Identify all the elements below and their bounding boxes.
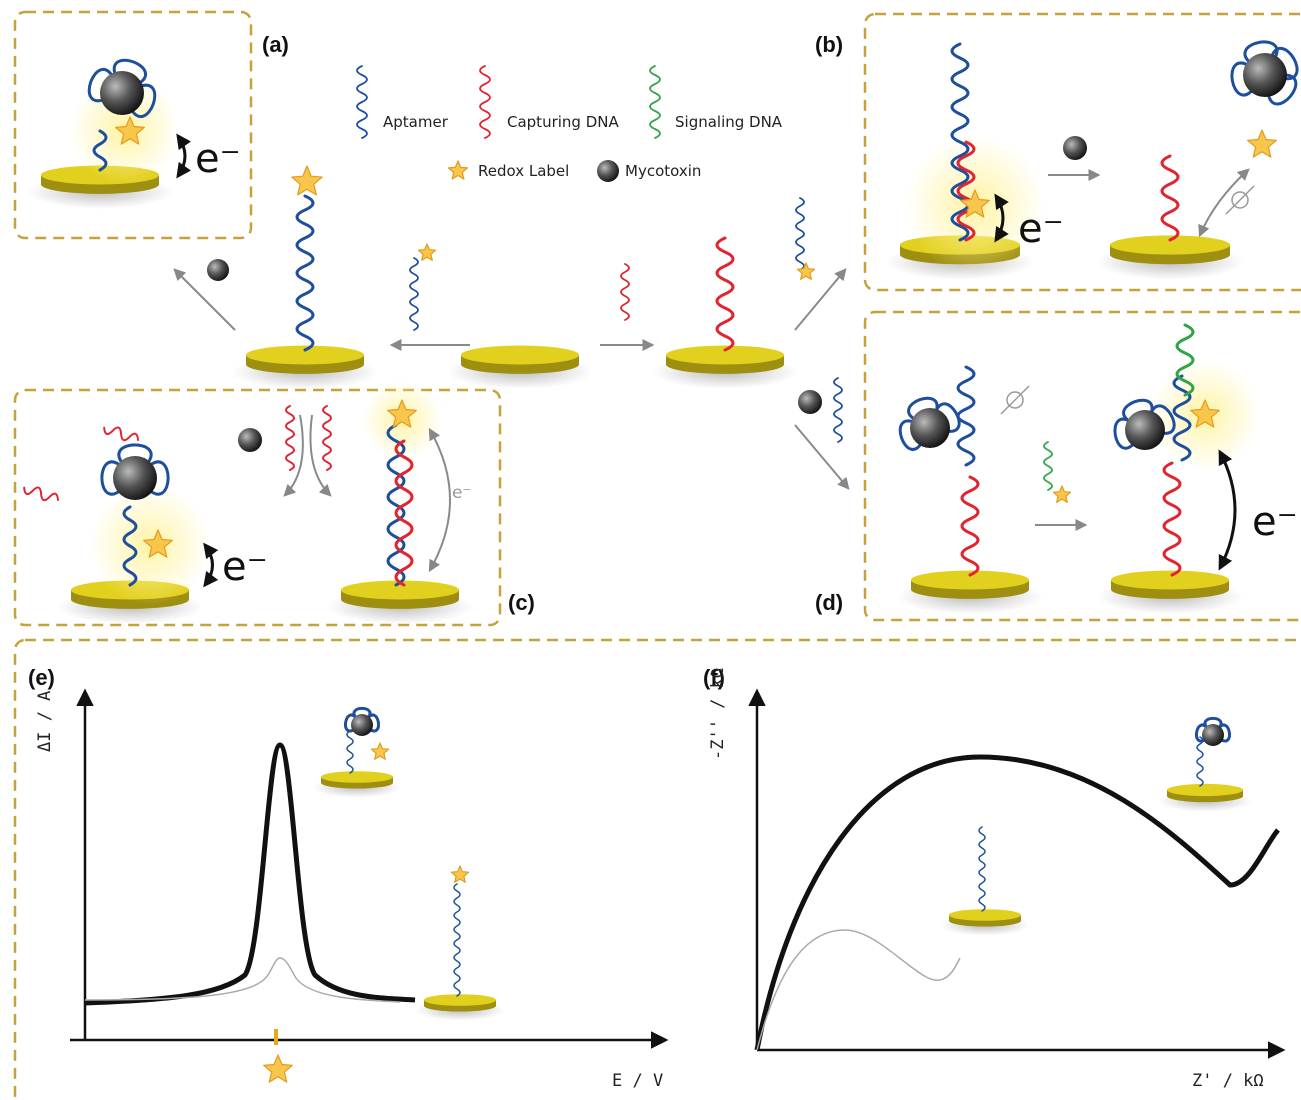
mycotoxin <box>1063 136 1087 160</box>
dna-strand <box>480 66 490 138</box>
redox-label <box>797 263 814 279</box>
dna-strand <box>796 198 804 270</box>
labels: (a) (b) (c) (d) (e) (f) Aptamer Capturin… <box>28 32 1298 1091</box>
electrode <box>321 771 393 783</box>
arrow <box>178 136 185 176</box>
x-axis-label: E / V <box>612 1071 663 1091</box>
dna-strand <box>347 731 353 773</box>
dna-strand <box>102 423 139 445</box>
electrode <box>1167 784 1243 796</box>
electrode <box>1110 235 1230 254</box>
dna-strand <box>22 483 59 505</box>
dna-strand <box>410 258 418 330</box>
electrode <box>1111 571 1229 590</box>
dna-strand <box>1197 737 1203 786</box>
redox-label <box>1053 486 1070 502</box>
legend-label: Signaling DNA <box>675 113 783 131</box>
electrode <box>424 994 496 1006</box>
mycotoxin <box>100 71 144 115</box>
redox-label <box>371 743 388 759</box>
panel-label: (d) <box>815 590 843 615</box>
mycotoxin <box>597 160 619 182</box>
dna-strand <box>1162 156 1178 240</box>
redox-label <box>418 244 435 260</box>
electron-label: e⁻ <box>1252 499 1298 545</box>
redox-label <box>292 166 322 195</box>
redox-label <box>264 1055 293 1082</box>
mycotoxin <box>798 390 822 414</box>
electron-label: e⁻ <box>222 544 268 590</box>
panel-label: (c) <box>508 590 535 615</box>
arrow <box>175 270 235 330</box>
dna-strand <box>958 367 974 465</box>
dna-strand <box>1164 463 1180 575</box>
electrode <box>949 909 1021 921</box>
mycotoxin <box>1202 724 1224 746</box>
mycotoxin <box>207 259 229 281</box>
dna-strand <box>621 264 629 320</box>
dna-strand <box>962 477 978 575</box>
dna-strand <box>650 66 660 138</box>
blocked <box>1226 186 1254 214</box>
curve <box>757 930 960 1050</box>
panel-label: (e) <box>28 665 55 690</box>
dna-strand <box>286 406 294 470</box>
redox-label <box>451 866 468 882</box>
mycotoxin <box>1125 410 1165 450</box>
mycotoxin <box>351 714 373 736</box>
mycotoxin <box>1243 53 1287 97</box>
y-axis-label: -Z'' / kΩ <box>708 668 728 760</box>
mycotoxin <box>910 408 950 448</box>
arrow <box>795 270 845 330</box>
arrow <box>1200 170 1248 235</box>
panel-frame <box>15 640 1301 1100</box>
arrow <box>430 430 450 570</box>
dna-strand <box>1044 442 1052 490</box>
dna-strand <box>834 378 842 442</box>
dna-strand <box>357 66 367 138</box>
electron-label: e⁻ <box>1018 206 1064 252</box>
electrode <box>461 346 579 365</box>
x-axis-label: Z' / kΩ <box>1192 1071 1264 1091</box>
blocked <box>1001 386 1029 414</box>
legend-label: Capturing DNA <box>507 113 619 131</box>
dna-strand <box>454 884 460 996</box>
dna-strand <box>297 196 313 350</box>
diagram: (a) (b) (c) (d) (e) (f) Aptamer Capturin… <box>0 0 1301 1100</box>
dna-strand <box>717 238 733 350</box>
dna-strand <box>979 827 985 911</box>
legend-label: Mycotoxin <box>625 162 701 180</box>
arrow <box>1220 452 1235 568</box>
panel-label: (a) <box>262 32 289 57</box>
electron-label: e⁻ <box>195 136 241 182</box>
electron-label: e⁻ <box>452 483 471 503</box>
y-axis-label: ΔI / A <box>35 691 55 752</box>
mycotoxin <box>238 428 262 452</box>
redox-label <box>1248 130 1277 157</box>
redox-label <box>449 161 468 179</box>
legend-label: Redox Label <box>478 162 569 180</box>
panel-label: (b) <box>815 32 843 57</box>
legend-label: Aptamer <box>383 113 449 131</box>
mycotoxin <box>113 456 157 500</box>
dna-strand <box>323 406 331 470</box>
